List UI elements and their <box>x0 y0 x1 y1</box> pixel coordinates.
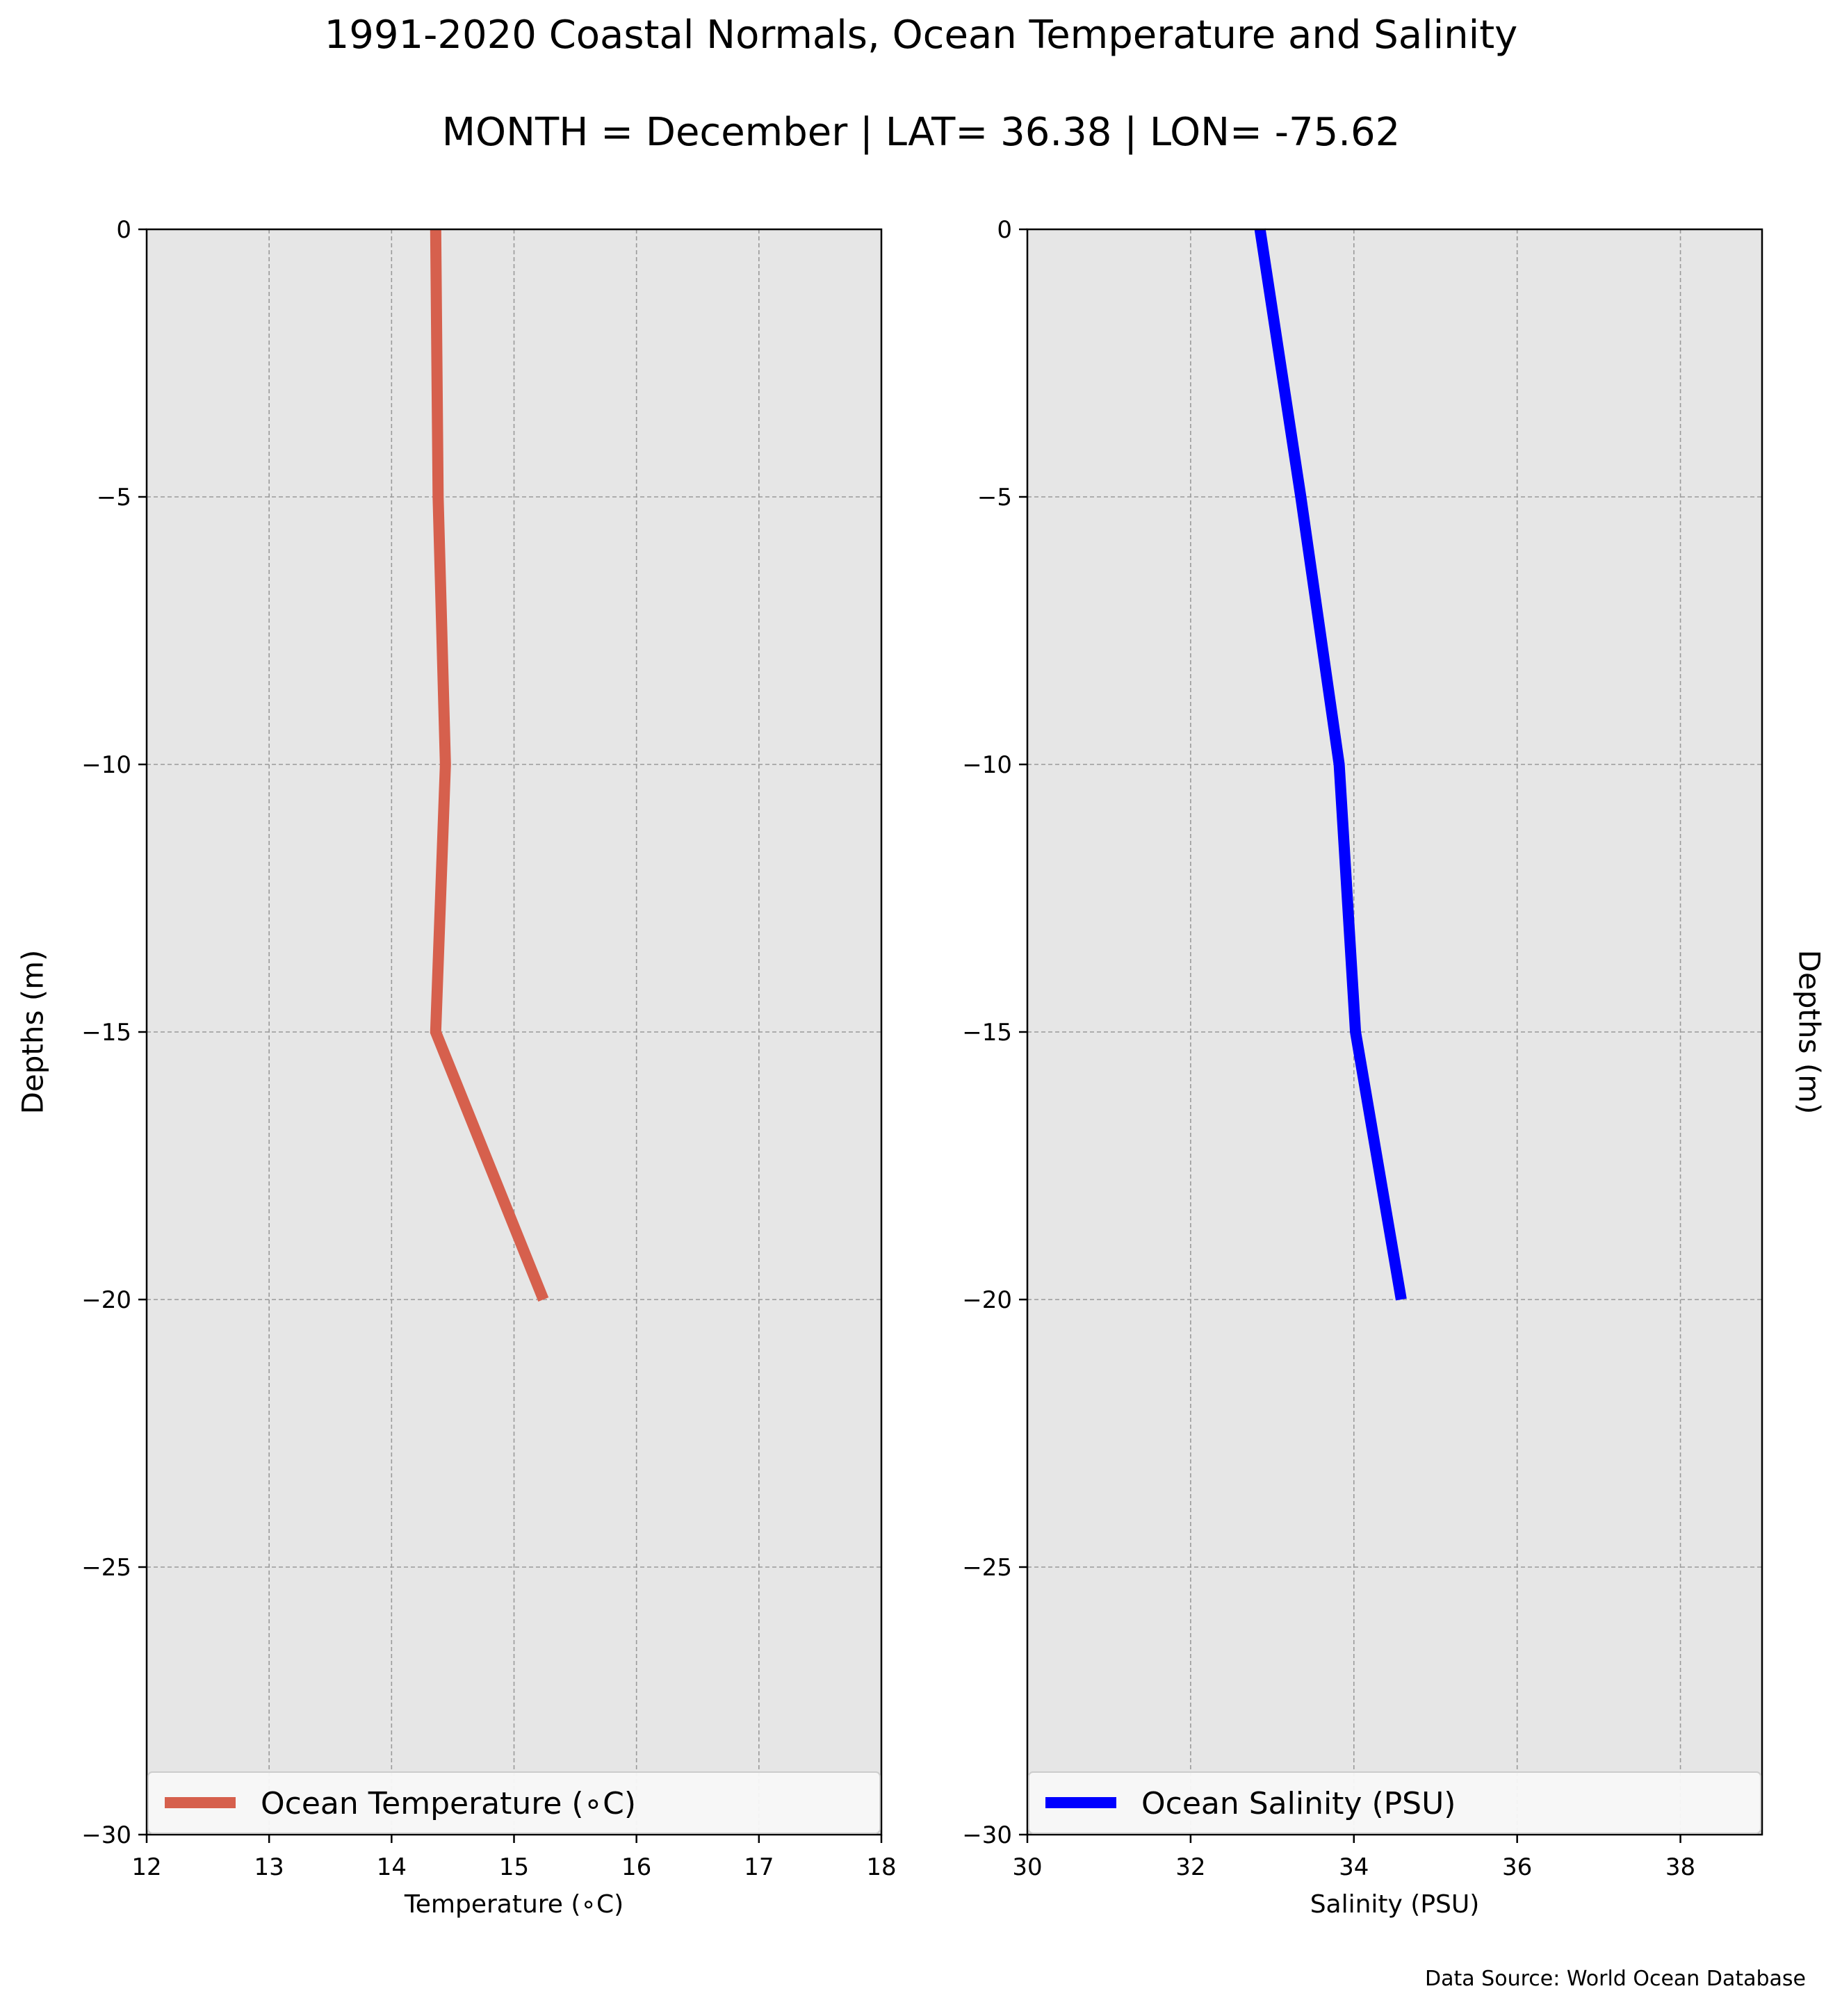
y-tick-label: −25 <box>962 1554 1012 1582</box>
x-tick-label: 36 <box>1502 1853 1532 1881</box>
series-line-salinity <box>1254 228 1407 1301</box>
legend: Ocean Salinity (PSU) <box>1028 1771 1761 1834</box>
y-tick-label: −30 <box>962 1821 1012 1849</box>
y-tick-label: −15 <box>81 1019 131 1047</box>
y-axis-label: Depths (m) <box>16 950 50 1115</box>
series-line-temperature <box>430 229 549 1302</box>
legend: Ocean Temperature (∘C) <box>147 1771 881 1834</box>
x-tick-label: 38 <box>1665 1853 1695 1881</box>
legend-box <box>1028 1771 1761 1834</box>
x-tick-label: 15 <box>499 1853 529 1881</box>
x-tick-label: 30 <box>1012 1853 1042 1881</box>
y-tick-label: −5 <box>97 484 131 511</box>
y-tick-label: 0 <box>997 216 1012 244</box>
y-tick-label: −10 <box>81 751 131 779</box>
y-tick-label: −5 <box>977 484 1012 511</box>
x-axis-label: Salinity (PSU) <box>1310 1890 1480 1919</box>
chart-title: 1991-2020 Coastal Normals, Ocean Tempera… <box>324 13 1518 58</box>
y-tick-label: −10 <box>962 751 1012 779</box>
legend-label: Ocean Salinity (PSU) <box>1141 1786 1456 1821</box>
panel-salinity: 30 32 34 36 38 0 −5 −10 −15 −20 −25 −30 Salinity (PS… <box>962 216 1826 1919</box>
data-source-note: Data Source: World Ocean Database <box>1425 1967 1806 1991</box>
x-axis-label: Temperature (∘C) <box>404 1890 623 1919</box>
x-tick-label: 12 <box>131 1853 161 1881</box>
y-tick-label: 0 <box>116 216 131 244</box>
panel-temperature: 12 13 14 15 16 17 18 0 −5 −10 −15 −20 −25 −30 Temperat… <box>16 216 897 1919</box>
x-tick-label: 34 <box>1339 1853 1369 1881</box>
chart-subtitle: MONTH = December | LAT= 36.38 | LON= -75… <box>441 110 1401 155</box>
x-tick-label: 32 <box>1175 1853 1205 1881</box>
y-tick-label: −20 <box>81 1286 131 1314</box>
x-tick-label: 13 <box>254 1853 284 1881</box>
y-tick-label: −25 <box>81 1554 131 1582</box>
x-tick-label: 16 <box>621 1853 651 1881</box>
x-tick-label: 14 <box>377 1853 407 1881</box>
x-tick-label: 18 <box>866 1853 896 1881</box>
y-tick-label: −30 <box>81 1821 131 1849</box>
y-axis-label: Depths (m) <box>1793 950 1827 1115</box>
x-tick-label: 17 <box>744 1853 774 1881</box>
legend-label: Ocean Temperature (∘C) <box>261 1786 636 1821</box>
y-tick-label: −20 <box>962 1286 1012 1314</box>
legend-box <box>147 1771 881 1834</box>
plot-area <box>1027 229 1762 1835</box>
y-tick-label: −15 <box>962 1019 1012 1047</box>
